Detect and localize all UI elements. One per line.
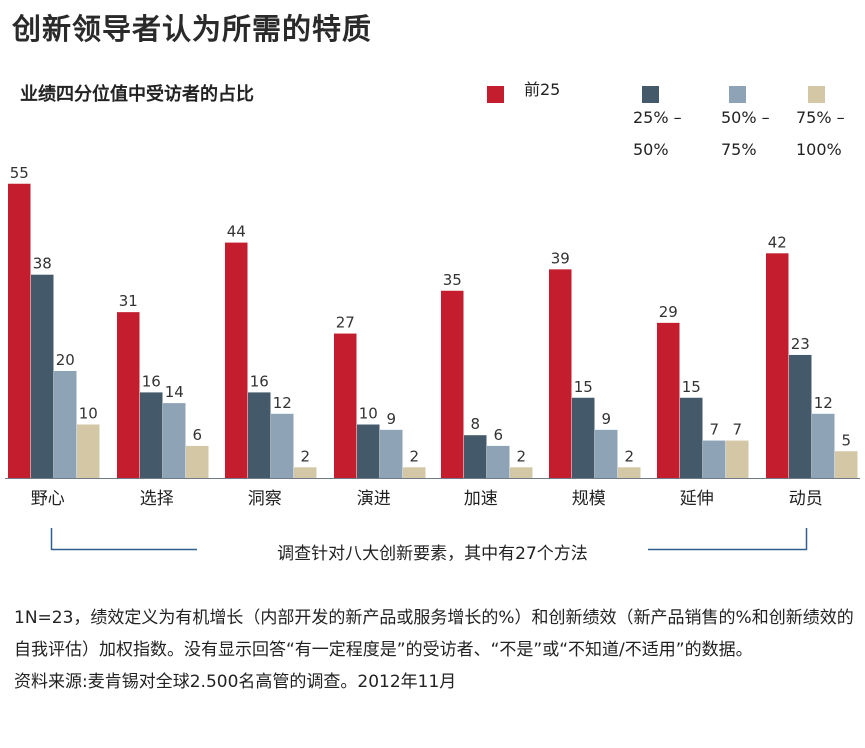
- bar-2-series-2: [271, 413, 294, 478]
- chart-title: 创新领导者认为所需的特质: [12, 12, 373, 46]
- bar-value-label-7-2: 12: [814, 394, 833, 412]
- category-label-1: 选择: [140, 489, 174, 509]
- bar-5-series-2: [595, 429, 618, 478]
- bar-0-series-1: [31, 274, 54, 478]
- bar-6-series-3: [726, 440, 749, 478]
- legend-label-q3: 50% –75%: [721, 108, 770, 159]
- bar-4-series-0: [441, 290, 464, 478]
- bar-3-series-0: [334, 333, 357, 478]
- bar-value-label-7-1: 23: [791, 335, 810, 353]
- bar-value-label-2-3: 2: [300, 447, 310, 465]
- bar-value-label-7-3: 5: [841, 431, 851, 449]
- bar-0-series-2: [54, 371, 77, 478]
- category-label-6: 延伸: [680, 489, 714, 509]
- bar-value-label-1-1: 16: [142, 372, 161, 390]
- category-label-3: 演进: [357, 489, 391, 509]
- bar-3-series-3: [403, 467, 426, 478]
- bar-1-series-3: [186, 445, 209, 478]
- bar-value-label-4-2: 6: [493, 426, 503, 444]
- category-label-0: 野心: [31, 489, 65, 509]
- bar-value-label-3-3: 2: [409, 447, 419, 465]
- bar-4-series-2: [487, 445, 510, 478]
- bar-value-label-3-1: 10: [359, 405, 378, 423]
- bar-value-label-5-0: 39: [551, 249, 570, 267]
- bar-4-series-3: [510, 467, 533, 478]
- bar-value-label-4-1: 8: [470, 415, 480, 433]
- legend-swatch-q2: [642, 86, 659, 103]
- bar-6-series-1: [680, 397, 703, 478]
- legend-swatch-q4: [808, 86, 825, 103]
- legend-label-top25: 前25: [524, 80, 561, 99]
- bar-value-label-6-1: 15: [682, 378, 701, 396]
- bar-1-series-1: [140, 392, 163, 478]
- footnote-source: 资料来源:麦肯锡对全球2.500名高管的调查。2012年11月: [14, 672, 457, 692]
- legend-label-q2: 25% –50%: [633, 108, 682, 159]
- bar-value-label-4-0: 35: [443, 271, 462, 289]
- footnote: 1N=23，绩效定义为有机增长（内部开发的新产品或服务增长的%）和创新绩效（新产…: [14, 602, 854, 698]
- bar-4-series-1: [464, 435, 487, 478]
- legend-swatch-q3: [729, 86, 746, 103]
- bar-7-series-0: [766, 253, 789, 478]
- bar-value-label-5-2: 9: [601, 410, 611, 428]
- bar-value-label-6-0: 29: [659, 303, 678, 321]
- survey-scope-label: 调查针对八大创新要素，其中有27个方法: [0, 539, 865, 564]
- bar-value-label-1-3: 6: [192, 426, 202, 444]
- bar-value-label-0-0: 55: [10, 164, 29, 182]
- category-label-7: 动员: [789, 489, 823, 509]
- bar-3-series-2: [380, 429, 403, 478]
- bar-2-series-0: [225, 242, 248, 478]
- bar-value-label-0-3: 10: [79, 405, 98, 423]
- bar-value-label-2-0: 44: [227, 223, 246, 241]
- bar-value-label-5-3: 2: [624, 447, 634, 465]
- bar-5-series-0: [549, 269, 572, 478]
- category-label-5: 规模: [572, 489, 606, 509]
- bar-value-label-4-3: 2: [516, 447, 526, 465]
- survey-scope-text: 调查针对八大创新要素，其中有27个方法: [269, 544, 596, 564]
- bar-2-series-1: [248, 392, 271, 478]
- category-label-2: 洞察: [248, 489, 282, 509]
- range-bracket: [50, 528, 808, 551]
- chart-subtitle: 业绩四分位值中受访者的占比: [20, 84, 254, 105]
- bar-1-series-0: [117, 312, 140, 478]
- bar-value-label-2-2: 12: [273, 394, 292, 412]
- bar-value-label-7-0: 42: [768, 233, 787, 251]
- category-label-4: 加速: [464, 489, 498, 509]
- bar-value-label-6-3: 7: [732, 421, 742, 439]
- bar-value-label-0-2: 20: [56, 351, 75, 369]
- bar-value-label-1-2: 14: [165, 383, 184, 401]
- bar-value-label-6-2: 7: [709, 421, 719, 439]
- bar-value-label-2-1: 16: [250, 372, 269, 390]
- bar-1-series-2: [163, 403, 186, 478]
- bar-value-label-0-1: 38: [33, 255, 52, 273]
- bar-2-series-3: [294, 467, 317, 478]
- footnote-definition: 1N=23，绩效定义为有机增长（内部开发的新产品或服务增长的%）和创新绩效（新产…: [14, 608, 854, 660]
- legend-label-q4: 75% –100%: [796, 108, 845, 159]
- bar-6-series-2: [703, 440, 726, 478]
- bar-5-series-1: [572, 397, 595, 478]
- bar-value-label-5-1: 15: [574, 378, 593, 396]
- bar-3-series-1: [357, 424, 380, 478]
- bar-5-series-3: [618, 467, 641, 478]
- legend-swatch-top25: [487, 86, 504, 103]
- bar-0-series-3: [77, 424, 100, 478]
- bar-6-series-0: [657, 322, 680, 478]
- bar-7-series-2: [812, 413, 835, 478]
- bar-7-series-3: [835, 451, 858, 478]
- bar-value-label-1-0: 31: [119, 292, 138, 310]
- bar-value-label-3-2: 9: [386, 410, 396, 428]
- bar-0-series-0: [8, 183, 31, 478]
- bar-value-label-3-0: 27: [336, 314, 355, 332]
- bar-7-series-1: [789, 354, 812, 478]
